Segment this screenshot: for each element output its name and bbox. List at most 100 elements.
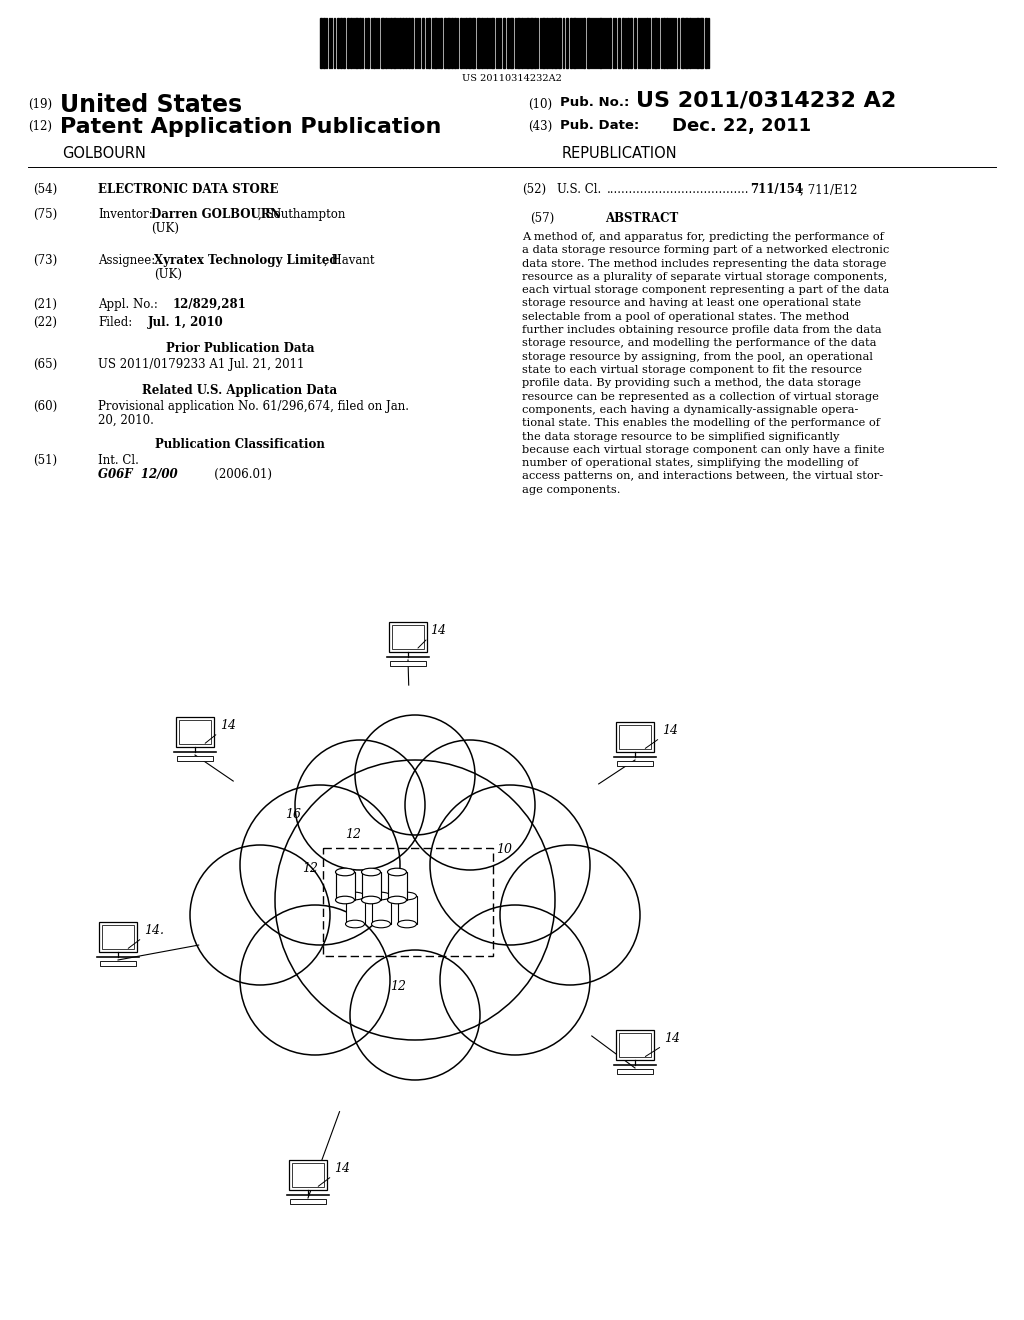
Bar: [566, 18, 568, 69]
Bar: [616, 1069, 653, 1074]
Text: Publication Classification: Publication Classification: [155, 438, 325, 451]
Bar: [361, 873, 381, 900]
Text: storage resource and having at least one operational state: storage resource and having at least one…: [522, 298, 861, 309]
Bar: [654, 18, 657, 69]
Text: age components.: age components.: [522, 484, 621, 495]
Text: each virtual storage component representing a part of the data: each virtual storage component represent…: [522, 285, 889, 296]
Text: US 2011/0314232 A2: US 2011/0314232 A2: [636, 91, 896, 111]
Bar: [428, 18, 430, 69]
Bar: [177, 756, 213, 762]
Text: ELECTRONIC DATA STORE: ELECTRONIC DATA STORE: [98, 183, 279, 195]
Bar: [551, 18, 553, 69]
Bar: [460, 18, 462, 69]
Circle shape: [240, 906, 390, 1055]
Text: profile data. By providing such a method, the data storage: profile data. By providing such a method…: [522, 379, 861, 388]
Text: United States: United States: [60, 92, 242, 117]
Text: Appl. No.:: Appl. No.:: [98, 298, 158, 312]
Circle shape: [355, 715, 475, 836]
Text: Jul. 1, 2010: Jul. 1, 2010: [148, 315, 224, 329]
Bar: [510, 18, 513, 69]
Bar: [634, 18, 636, 69]
Bar: [490, 18, 494, 69]
Circle shape: [440, 906, 590, 1055]
Text: Filed:: Filed:: [98, 315, 132, 329]
Text: 20, 2010.: 20, 2010.: [98, 414, 154, 426]
Text: components, each having a dynamically-assignable opera-: components, each having a dynamically-as…: [522, 405, 858, 414]
Text: Inventor:: Inventor:: [98, 209, 153, 220]
Bar: [389, 622, 427, 652]
Text: GOLBOURN: GOLBOURN: [62, 147, 145, 161]
Text: state to each virtual storage component to fit the resource: state to each virtual storage component …: [522, 366, 862, 375]
Bar: [616, 1030, 654, 1060]
Text: (UK): (UK): [151, 222, 179, 235]
Bar: [486, 18, 488, 69]
Bar: [583, 18, 585, 69]
Bar: [372, 896, 390, 924]
Circle shape: [190, 845, 330, 985]
Text: resource as a plurality of separate virtual storage components,: resource as a plurality of separate virt…: [522, 272, 888, 282]
Circle shape: [406, 741, 535, 870]
Bar: [542, 18, 545, 69]
Bar: [530, 18, 534, 69]
Bar: [340, 18, 342, 69]
Circle shape: [275, 760, 555, 1040]
Text: G06F  12/00: G06F 12/00: [98, 469, 177, 480]
Bar: [587, 18, 590, 69]
Ellipse shape: [345, 892, 365, 900]
Bar: [546, 18, 548, 69]
Text: 711/154: 711/154: [750, 183, 803, 195]
Ellipse shape: [361, 869, 381, 875]
Text: REPUBLICATION: REPUBLICATION: [562, 147, 678, 161]
Text: US 2011/0179233 A1 Jul. 21, 2011: US 2011/0179233 A1 Jul. 21, 2011: [98, 358, 304, 371]
Bar: [411, 18, 413, 69]
Ellipse shape: [372, 892, 390, 900]
Bar: [367, 18, 369, 69]
Bar: [666, 18, 668, 69]
Text: 14: 14: [220, 719, 236, 733]
Text: ......................................: ......................................: [607, 183, 750, 195]
Bar: [630, 18, 632, 69]
Bar: [663, 18, 665, 69]
Bar: [507, 18, 509, 69]
Bar: [454, 18, 456, 69]
Bar: [609, 18, 611, 69]
Text: Patent Application Publication: Patent Application Publication: [60, 117, 441, 137]
Bar: [616, 762, 653, 766]
Bar: [573, 18, 575, 69]
Bar: [408, 18, 410, 69]
Ellipse shape: [345, 920, 365, 928]
Bar: [99, 921, 137, 952]
Bar: [477, 18, 480, 69]
Text: 14.: 14.: [144, 924, 164, 937]
Bar: [176, 717, 214, 747]
Bar: [402, 18, 404, 69]
Text: the data storage resource to be simplified significantly: the data storage resource to be simplifi…: [522, 432, 840, 441]
Text: A method of, and apparatus for, predicting the performance of: A method of, and apparatus for, predicti…: [522, 232, 884, 242]
Ellipse shape: [397, 892, 417, 900]
Circle shape: [295, 741, 425, 870]
Bar: [373, 18, 375, 69]
Bar: [689, 18, 691, 69]
Bar: [345, 896, 365, 924]
Text: 16: 16: [285, 808, 301, 821]
Text: Prior Publication Data: Prior Publication Data: [166, 342, 314, 355]
Bar: [397, 896, 417, 924]
Ellipse shape: [372, 920, 390, 928]
Bar: [517, 18, 520, 69]
Bar: [627, 18, 629, 69]
Text: because each virtual storage component can only have a finite: because each virtual storage component c…: [522, 445, 885, 455]
Text: 14: 14: [430, 624, 446, 638]
Text: Related U.S. Application Data: Related U.S. Application Data: [142, 384, 338, 397]
Bar: [343, 18, 345, 69]
Bar: [599, 18, 602, 69]
Text: ; 711/E12: ; 711/E12: [800, 183, 857, 195]
Text: Int. Cl.: Int. Cl.: [98, 454, 139, 467]
Text: tional state. This enables the modelling of the performance of: tional state. This enables the modelling…: [522, 418, 880, 428]
Text: (12): (12): [28, 120, 52, 133]
Bar: [100, 961, 136, 966]
Text: 12/829,281: 12/829,281: [173, 298, 247, 312]
Bar: [618, 18, 620, 69]
Ellipse shape: [397, 920, 417, 928]
Text: (43): (43): [528, 120, 552, 133]
Bar: [359, 18, 361, 69]
